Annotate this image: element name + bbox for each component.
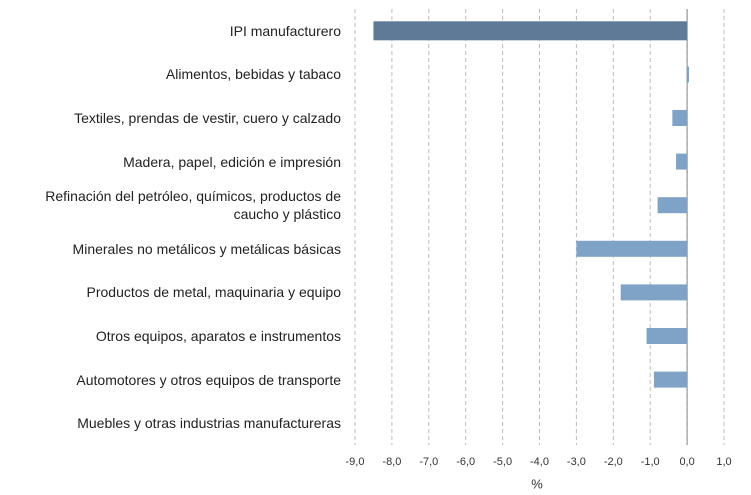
x-axis-label: % (531, 476, 543, 491)
x-tick-label: 0,0 (679, 456, 694, 468)
bar (676, 153, 688, 170)
x-tick-label: -8,0 (382, 456, 401, 468)
bar (646, 328, 688, 344)
category-label: Refinación del petróleo, químicos, produ… (45, 188, 341, 223)
category-label: Madera, papel, edición e impresión (123, 153, 341, 170)
x-tick-label: -7,0 (419, 456, 438, 468)
bar (657, 197, 688, 214)
bar (373, 21, 688, 41)
category-label: IPI manufacturero (229, 22, 341, 39)
x-tick-label: -4,0 (530, 456, 549, 468)
x-tick-label: -5,0 (493, 456, 512, 468)
category-label: Productos de metal, maquinaria y equipo (86, 284, 341, 301)
x-tick-label: -9,0 (346, 456, 365, 468)
bar (576, 240, 688, 257)
x-tick-label: -1,0 (641, 456, 660, 468)
category-label: Automotores y otros equipos de transport… (76, 371, 341, 388)
category-label: Alimentos, bebidas y tabaco (165, 66, 341, 83)
bar (672, 110, 688, 126)
bar (653, 371, 688, 388)
x-tick-label: -3,0 (567, 456, 586, 468)
x-tick-label: 1,0 (716, 456, 731, 468)
x-tick-label: -6,0 (456, 456, 475, 468)
category-label: Minerales no metálicos y metálicas básic… (72, 240, 341, 257)
category-label: Otros equipos, aparatos e instrumentos (95, 328, 341, 344)
x-tick-label: -2,0 (604, 456, 623, 468)
bar (687, 66, 689, 83)
category-label: Muebles y otras industrias manufacturera… (77, 415, 341, 432)
bar (620, 284, 688, 301)
category-label: Textiles, prendas de vestir, cuero y cal… (74, 110, 341, 126)
